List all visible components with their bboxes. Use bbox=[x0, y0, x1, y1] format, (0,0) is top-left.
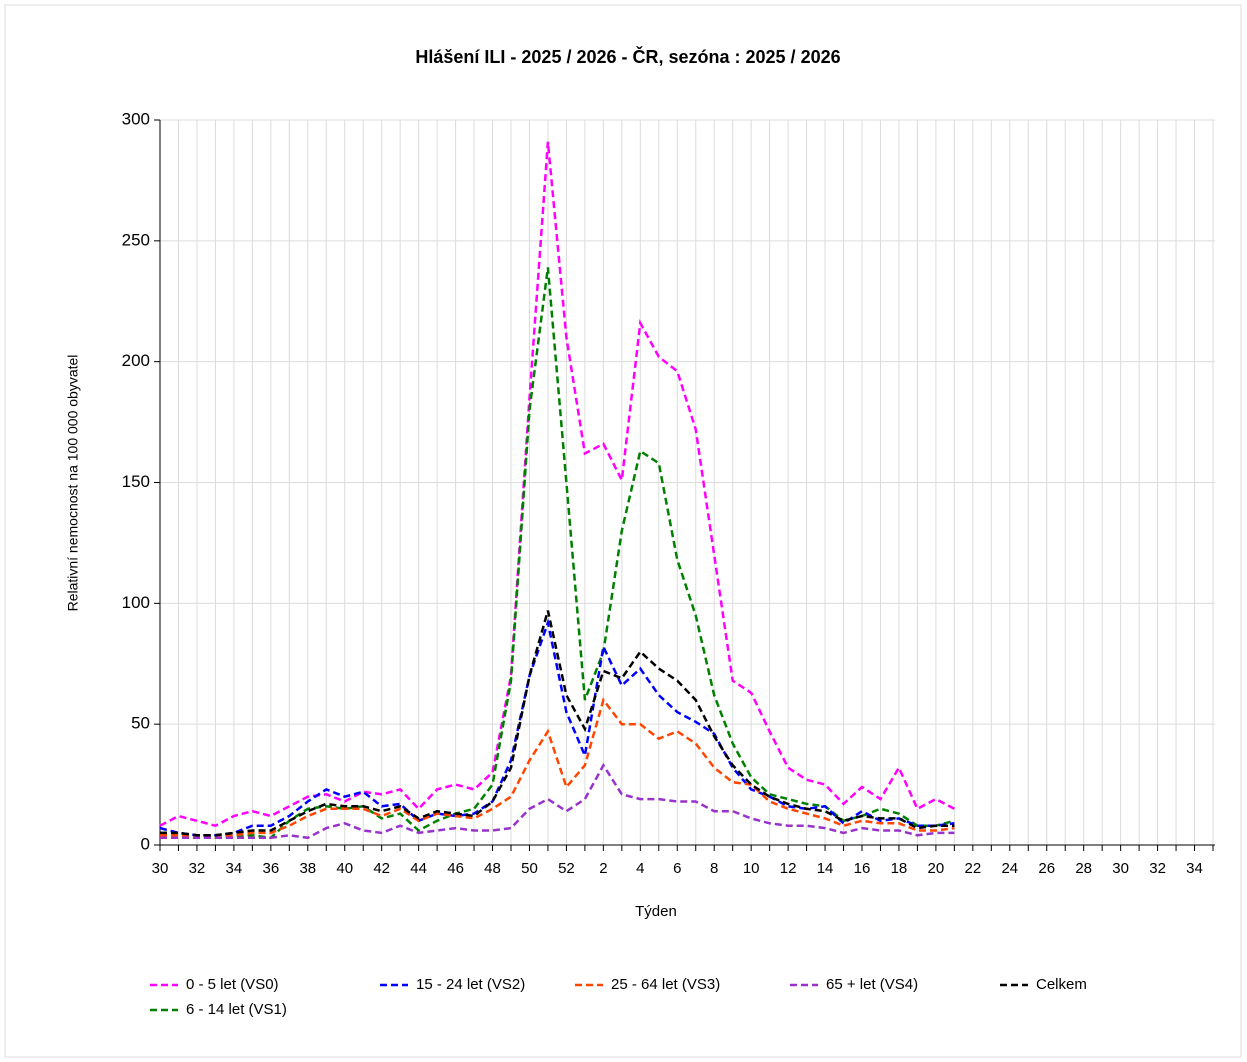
legend-label: 15 - 24 let (VS2) bbox=[416, 976, 525, 993]
x-tick-label: 36 bbox=[262, 860, 279, 877]
x-tick-label: 22 bbox=[964, 860, 981, 877]
x-tick-label: 34 bbox=[226, 860, 243, 877]
y-tick-label: 200 bbox=[122, 351, 150, 370]
x-tick-label: 8 bbox=[710, 860, 718, 877]
x-tick-label: 44 bbox=[410, 860, 427, 877]
x-tick-label: 38 bbox=[299, 860, 316, 877]
x-tick-label: 28 bbox=[1075, 860, 1092, 877]
x-tick-label: 26 bbox=[1038, 860, 1055, 877]
legend-label: 0 - 5 let (VS0) bbox=[186, 976, 279, 993]
chart-title: Hlášení ILI - 2025 / 2026 - ČR, sezóna :… bbox=[415, 46, 840, 67]
x-tick-label: 24 bbox=[1001, 860, 1018, 877]
x-tick-label: 42 bbox=[373, 860, 390, 877]
legend-label: 6 - 14 let (VS1) bbox=[186, 1001, 287, 1018]
x-tick-label: 46 bbox=[447, 860, 464, 877]
y-tick-label: 0 bbox=[141, 834, 150, 853]
y-tick-label: 50 bbox=[131, 714, 150, 733]
x-tick-label: 40 bbox=[336, 860, 353, 877]
series-line bbox=[159, 141, 955, 828]
x-tick-label: 48 bbox=[484, 860, 501, 877]
x-tick-label: 32 bbox=[189, 860, 206, 877]
x-tick-label: 2 bbox=[599, 860, 607, 877]
x-tick-label: 20 bbox=[928, 860, 945, 877]
x-tick-label: 10 bbox=[743, 860, 760, 877]
legend-label: Celkem bbox=[1036, 976, 1087, 993]
x-tick-label: 32 bbox=[1149, 860, 1166, 877]
y-tick-label: 100 bbox=[122, 593, 150, 612]
x-tick-label: 4 bbox=[636, 860, 644, 877]
x-axis-label: Týden bbox=[635, 903, 677, 920]
x-tick-label: 52 bbox=[558, 860, 575, 877]
y-tick-label: 150 bbox=[122, 472, 150, 491]
x-tick-label: 50 bbox=[521, 860, 538, 877]
x-tick-label: 30 bbox=[1112, 860, 1129, 877]
legend-label: 25 - 64 let (VS3) bbox=[611, 976, 720, 993]
y-axis-label: Relativní nemocnost na 100 000 obyvatel bbox=[65, 355, 81, 612]
y-tick-label: 250 bbox=[122, 230, 150, 249]
x-tick-label: 16 bbox=[854, 860, 871, 877]
x-tick-label: 30 bbox=[152, 860, 169, 877]
x-tick-label: 6 bbox=[673, 860, 681, 877]
x-tick-label: 12 bbox=[780, 860, 797, 877]
y-tick-label: 300 bbox=[122, 109, 150, 128]
series-line bbox=[160, 697, 955, 840]
legend-label: 65 + let (VS4) bbox=[826, 976, 918, 993]
series-line bbox=[160, 610, 955, 837]
x-tick-label: 34 bbox=[1186, 860, 1203, 877]
series-line bbox=[160, 762, 955, 840]
x-tick-label: 14 bbox=[817, 860, 834, 877]
x-tick-label: 18 bbox=[891, 860, 908, 877]
series-line bbox=[159, 618, 955, 837]
